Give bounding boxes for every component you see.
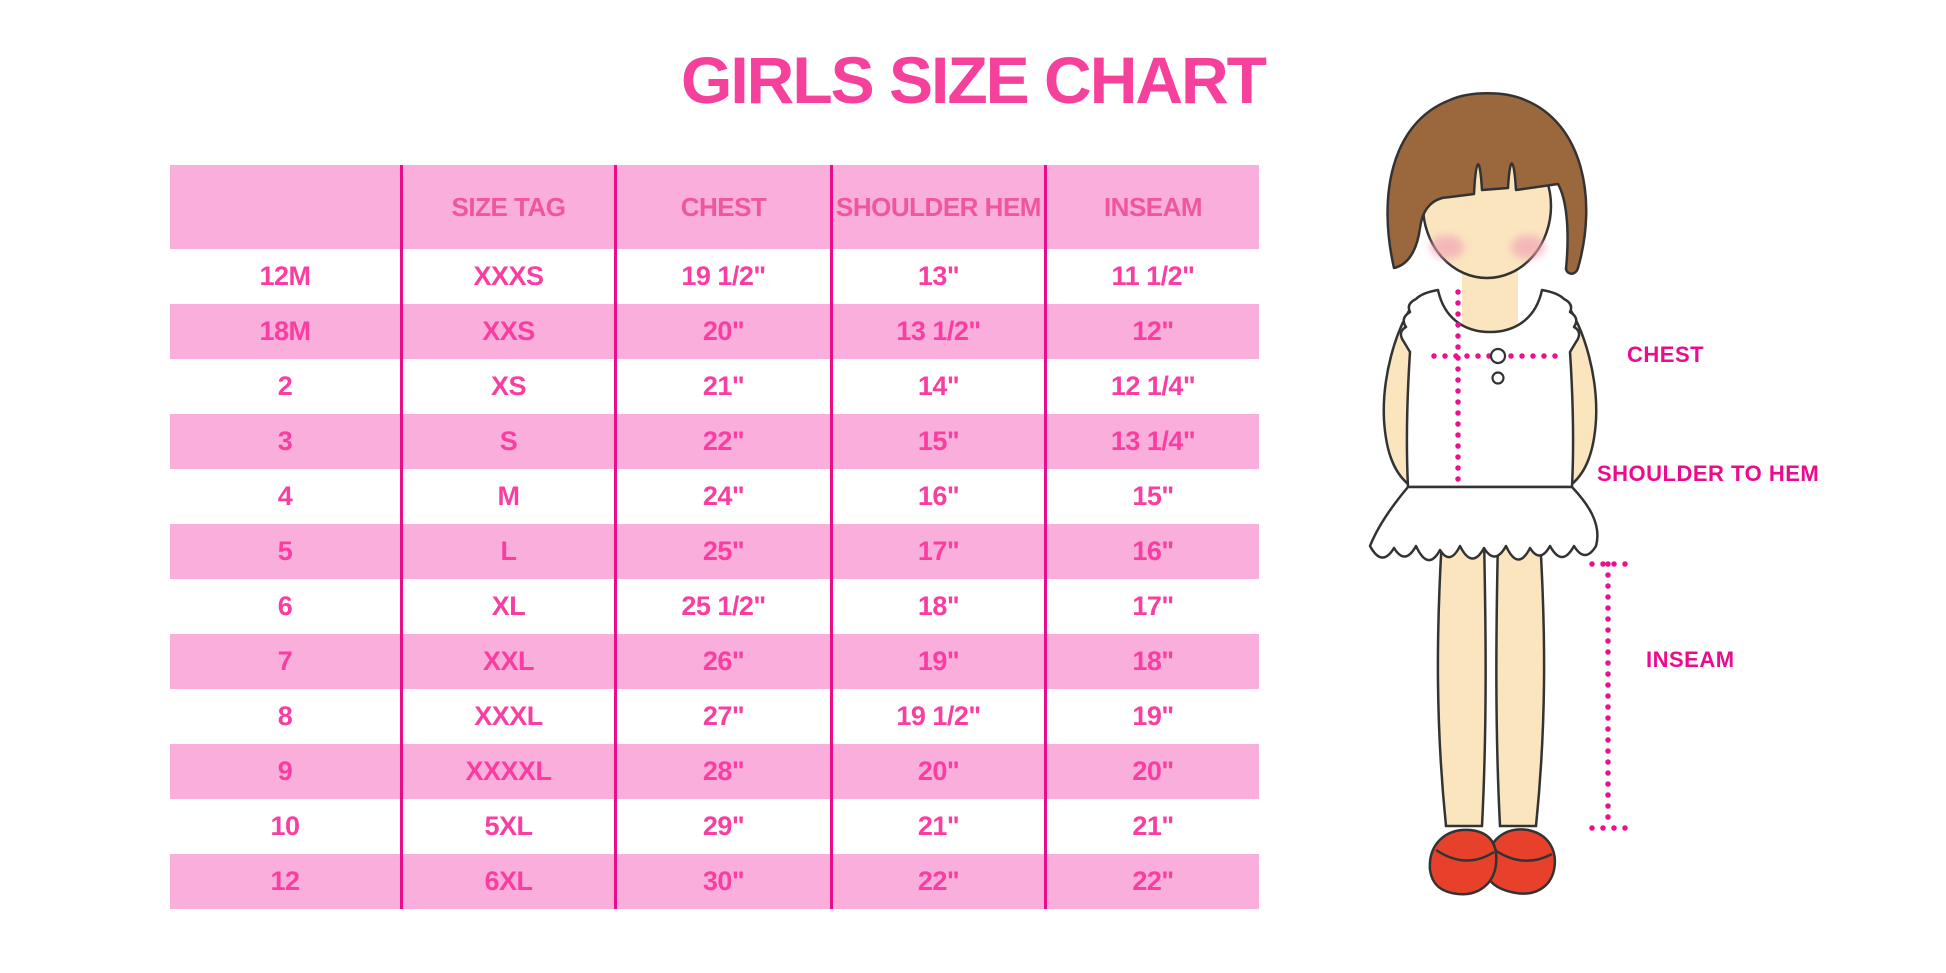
table-cell-col4: 19": [1044, 689, 1259, 744]
table-cell-col4: 11 1/2": [1044, 249, 1259, 304]
table-row: 2 XS 21" 14" 12 1/4": [170, 359, 1259, 414]
header-cell-col4: INSEAM: [1044, 165, 1259, 249]
table-cell-col1: XS: [400, 359, 614, 414]
header-cell-col1: SIZE TAG: [400, 165, 614, 249]
table-cell-col3: 15": [830, 414, 1044, 469]
table-row: 5 L 25" 17" 16": [170, 524, 1259, 579]
table-cell-col3: 22": [830, 854, 1044, 909]
table-cell-col2: 22": [614, 414, 830, 469]
girl-figure-illustration: [1368, 92, 1629, 896]
table-cell-col0: 4: [277, 481, 293, 511]
table-cell-col2: 29": [614, 799, 830, 854]
table-cell-col0: 2: [277, 371, 293, 401]
table-row: 8 XXXL 27" 19 1/2" 19": [170, 689, 1259, 744]
table-cell-col3: 13": [830, 249, 1044, 304]
table-cell-col0: 3: [170, 414, 400, 469]
header-cell-col0: [170, 165, 400, 249]
table-cell-col4: 16": [1044, 524, 1259, 579]
table-cell-col1: 5XL: [400, 799, 614, 854]
girl-top: [1399, 288, 1581, 489]
table-cell-col1: 6XL: [400, 854, 614, 909]
table-cell-col3: 13 1/2": [830, 304, 1044, 359]
girl-blush: [1430, 235, 1545, 259]
table-row: 9 XXXXL 28" 20" 20": [170, 744, 1259, 799]
table-row: 4 M 24" 16" 15": [170, 469, 1259, 524]
table-cell-col2: 24": [614, 469, 830, 524]
table-cell-col1: S: [400, 414, 614, 469]
table-cell-col3: 18": [830, 579, 1044, 634]
chest-label: CHEST: [1627, 342, 1705, 367]
table-cell-col3: 21": [830, 799, 1044, 854]
table-cell-col2: 28": [614, 744, 830, 799]
table-cell-col2: 25 1/2": [614, 579, 830, 634]
table-cell-col1: L: [400, 524, 614, 579]
table-cell-col0: 9: [170, 744, 400, 799]
table-cell-col1: XL: [400, 579, 614, 634]
table-cell-col0: 8: [277, 701, 293, 731]
girl-top-buttons: [1489, 347, 1507, 385]
table-row: 6 XL 25 1/2" 18" 17": [170, 579, 1259, 634]
table-cell-col4: 22": [1044, 854, 1259, 909]
table-cell-col1: XXL: [400, 634, 614, 689]
header-cell-col3: SHOULDER HEM: [830, 165, 1044, 249]
table-cell-col0: 7: [170, 634, 400, 689]
size-chart-table: SIZE TAG CHEST SHOULDER HEM INSEAM 12M XXXS 19…: [170, 165, 1259, 909]
table-cell-col3: 19 1/2": [830, 689, 1044, 744]
table-row: 12M XXXS 19 1/2" 13" 11 1/2": [170, 249, 1259, 304]
girl-skirt: [1368, 485, 1599, 562]
table-cell-col3: 17": [830, 524, 1044, 579]
table-cell-col4: 12 1/4": [1044, 359, 1259, 414]
table-cell-col4: 17": [1044, 579, 1259, 634]
page-title: GIRLS SIZE CHART: [680, 43, 1267, 117]
table-cell-col0: 5: [170, 524, 400, 579]
table-cell-col1: M: [400, 469, 614, 524]
table-cell-col3: 20": [830, 744, 1044, 799]
shoulder-to-hem-label: SHOULDER TO HEM: [1597, 461, 1820, 486]
table-header-row: SIZE TAG CHEST SHOULDER HEM INSEAM: [170, 165, 1259, 249]
table-cell-col4: 13 1/4": [1044, 414, 1259, 469]
table-cell-col2: 26": [614, 634, 830, 689]
girl-shoes: [1428, 828, 1557, 896]
table-cell-col0: 6: [277, 591, 293, 621]
header-cell-col2: CHEST: [614, 165, 830, 249]
table-cell-col2: 30": [614, 854, 830, 909]
table-cell-col0: 18M: [170, 304, 400, 359]
table-cell-col2: 21": [614, 359, 830, 414]
table-cell-col2: 20": [614, 304, 830, 359]
table-cell-col0: 12: [170, 854, 400, 909]
table-cell-col4: 18": [1044, 634, 1259, 689]
table-cell-col4: 12": [1044, 304, 1259, 359]
table-cell-col0: 10: [270, 811, 300, 841]
table-cell-col0: 12M: [259, 261, 311, 291]
table-cell-col2: 19 1/2": [614, 249, 830, 304]
table-cell-col2: 27": [614, 689, 830, 744]
table-cell-col2: 25": [614, 524, 830, 579]
table-cell-col1: XXXL: [400, 689, 614, 744]
inseam-label: INSEAM: [1646, 647, 1735, 672]
table-cell-col1: XXXXL: [400, 744, 614, 799]
girl-legs: [1436, 536, 1546, 828]
table-cell-col4: 15": [1044, 469, 1259, 524]
table-row: 18M XXS 20" 13 1/2" 12": [170, 304, 1259, 359]
table-row: 12 6XL 30" 22" 22": [170, 854, 1259, 909]
table-cell-col3: 16": [830, 469, 1044, 524]
table-row: 7 XXL 26" 19" 18": [170, 634, 1259, 689]
table-cell-col3: 14": [830, 359, 1044, 414]
table-cell-col1: XXXS: [400, 249, 614, 304]
table-cell-col1: XXS: [400, 304, 614, 359]
table-cell-col4: 20": [1044, 744, 1259, 799]
table-row: 10 5XL 29" 21" 21": [170, 799, 1259, 854]
girl-hair: [1386, 92, 1588, 275]
table-cell-col3: 19": [830, 634, 1044, 689]
measurement-dotted-lines: [1431, 289, 1629, 831]
table-row: 3 S 22" 15" 13 1/4": [170, 414, 1259, 469]
table-cell-col4: 21": [1044, 799, 1259, 854]
girl-measurement-figure: [1320, 78, 1660, 908]
